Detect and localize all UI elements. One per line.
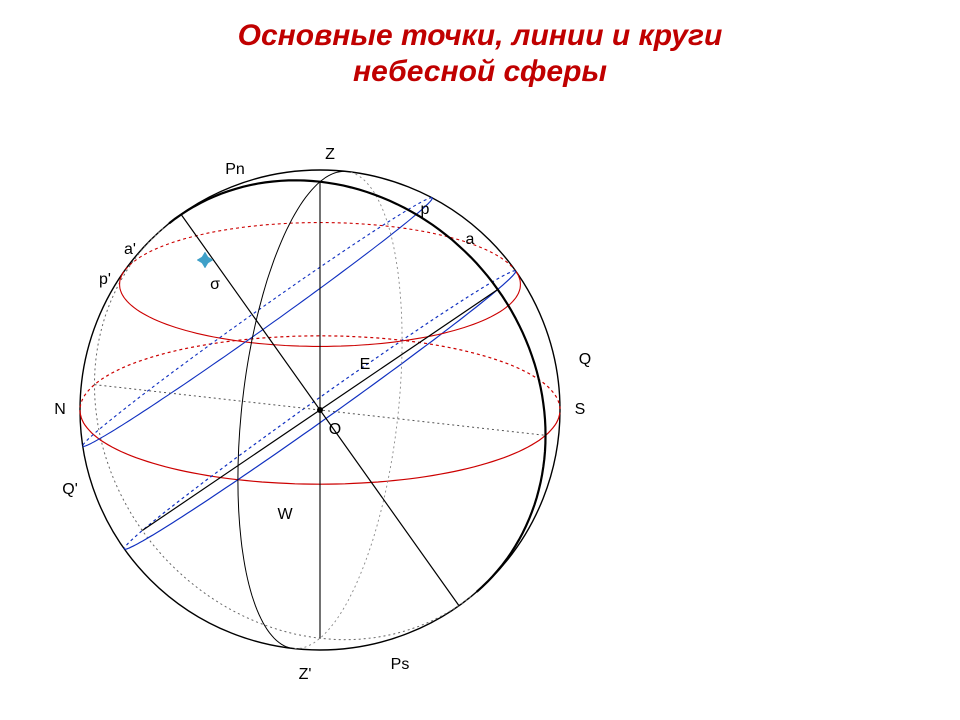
label-Z: Z	[325, 146, 335, 164]
page-title: Основные точки, линии и круги небесной с…	[0, 0, 960, 90]
label-ap: a'	[124, 241, 136, 259]
center-point	[317, 407, 323, 413]
label-pp: p'	[99, 271, 111, 289]
first-vertical-front	[238, 171, 346, 648]
first-vertical-back	[295, 172, 403, 649]
label-Q: Q	[579, 351, 591, 369]
label-a: a	[466, 231, 475, 249]
label-Zp: Z'	[299, 666, 312, 684]
meridian-front	[169, 180, 545, 592]
label-W: W	[277, 506, 292, 524]
label-N: N	[54, 401, 66, 419]
label-O: O	[329, 421, 341, 439]
label-sigma: σ	[210, 276, 220, 294]
title-line1: Основные точки, линии и круги	[238, 19, 723, 52]
title-line2: небесной сферы	[353, 55, 607, 88]
label-Ps: Ps	[391, 656, 410, 674]
diagram-canvas: Z Z' N S E W O Q Q' Pn Ps a a' p p' σ	[0, 90, 960, 710]
meridian-back	[95, 228, 471, 640]
label-p: p	[421, 201, 430, 219]
star-icon	[197, 252, 213, 268]
label-Pn: Pn	[225, 161, 245, 179]
label-S: S	[575, 401, 586, 419]
label-E: E	[360, 356, 371, 374]
label-Qp: Q'	[62, 481, 78, 499]
celestial-sphere-diagram	[0, 90, 960, 710]
